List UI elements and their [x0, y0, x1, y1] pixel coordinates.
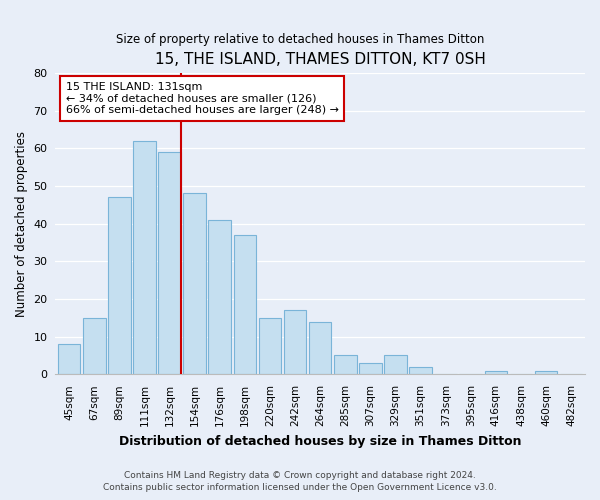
- Bar: [158, 152, 181, 374]
- Title: 15, THE ISLAND, THAMES DITTON, KT7 0SH: 15, THE ISLAND, THAMES DITTON, KT7 0SH: [155, 52, 485, 68]
- Y-axis label: Number of detached properties: Number of detached properties: [15, 130, 28, 316]
- Bar: [108, 197, 131, 374]
- Bar: [83, 318, 106, 374]
- Text: Contains HM Land Registry data © Crown copyright and database right 2024.
Contai: Contains HM Land Registry data © Crown c…: [103, 471, 497, 492]
- Bar: [535, 370, 557, 374]
- Text: 15 THE ISLAND: 131sqm
← 34% of detached houses are smaller (126)
66% of semi-det: 15 THE ISLAND: 131sqm ← 34% of detached …: [66, 82, 339, 115]
- Bar: [485, 370, 507, 374]
- Bar: [184, 194, 206, 374]
- Bar: [133, 140, 156, 374]
- Bar: [409, 367, 432, 374]
- Bar: [359, 363, 382, 374]
- Bar: [284, 310, 307, 374]
- Bar: [259, 318, 281, 374]
- Text: Size of property relative to detached houses in Thames Ditton: Size of property relative to detached ho…: [116, 32, 484, 46]
- X-axis label: Distribution of detached houses by size in Thames Ditton: Distribution of detached houses by size …: [119, 434, 521, 448]
- Bar: [58, 344, 80, 374]
- Bar: [233, 235, 256, 374]
- Bar: [208, 220, 231, 374]
- Bar: [384, 356, 407, 374]
- Bar: [309, 322, 331, 374]
- Bar: [334, 356, 356, 374]
